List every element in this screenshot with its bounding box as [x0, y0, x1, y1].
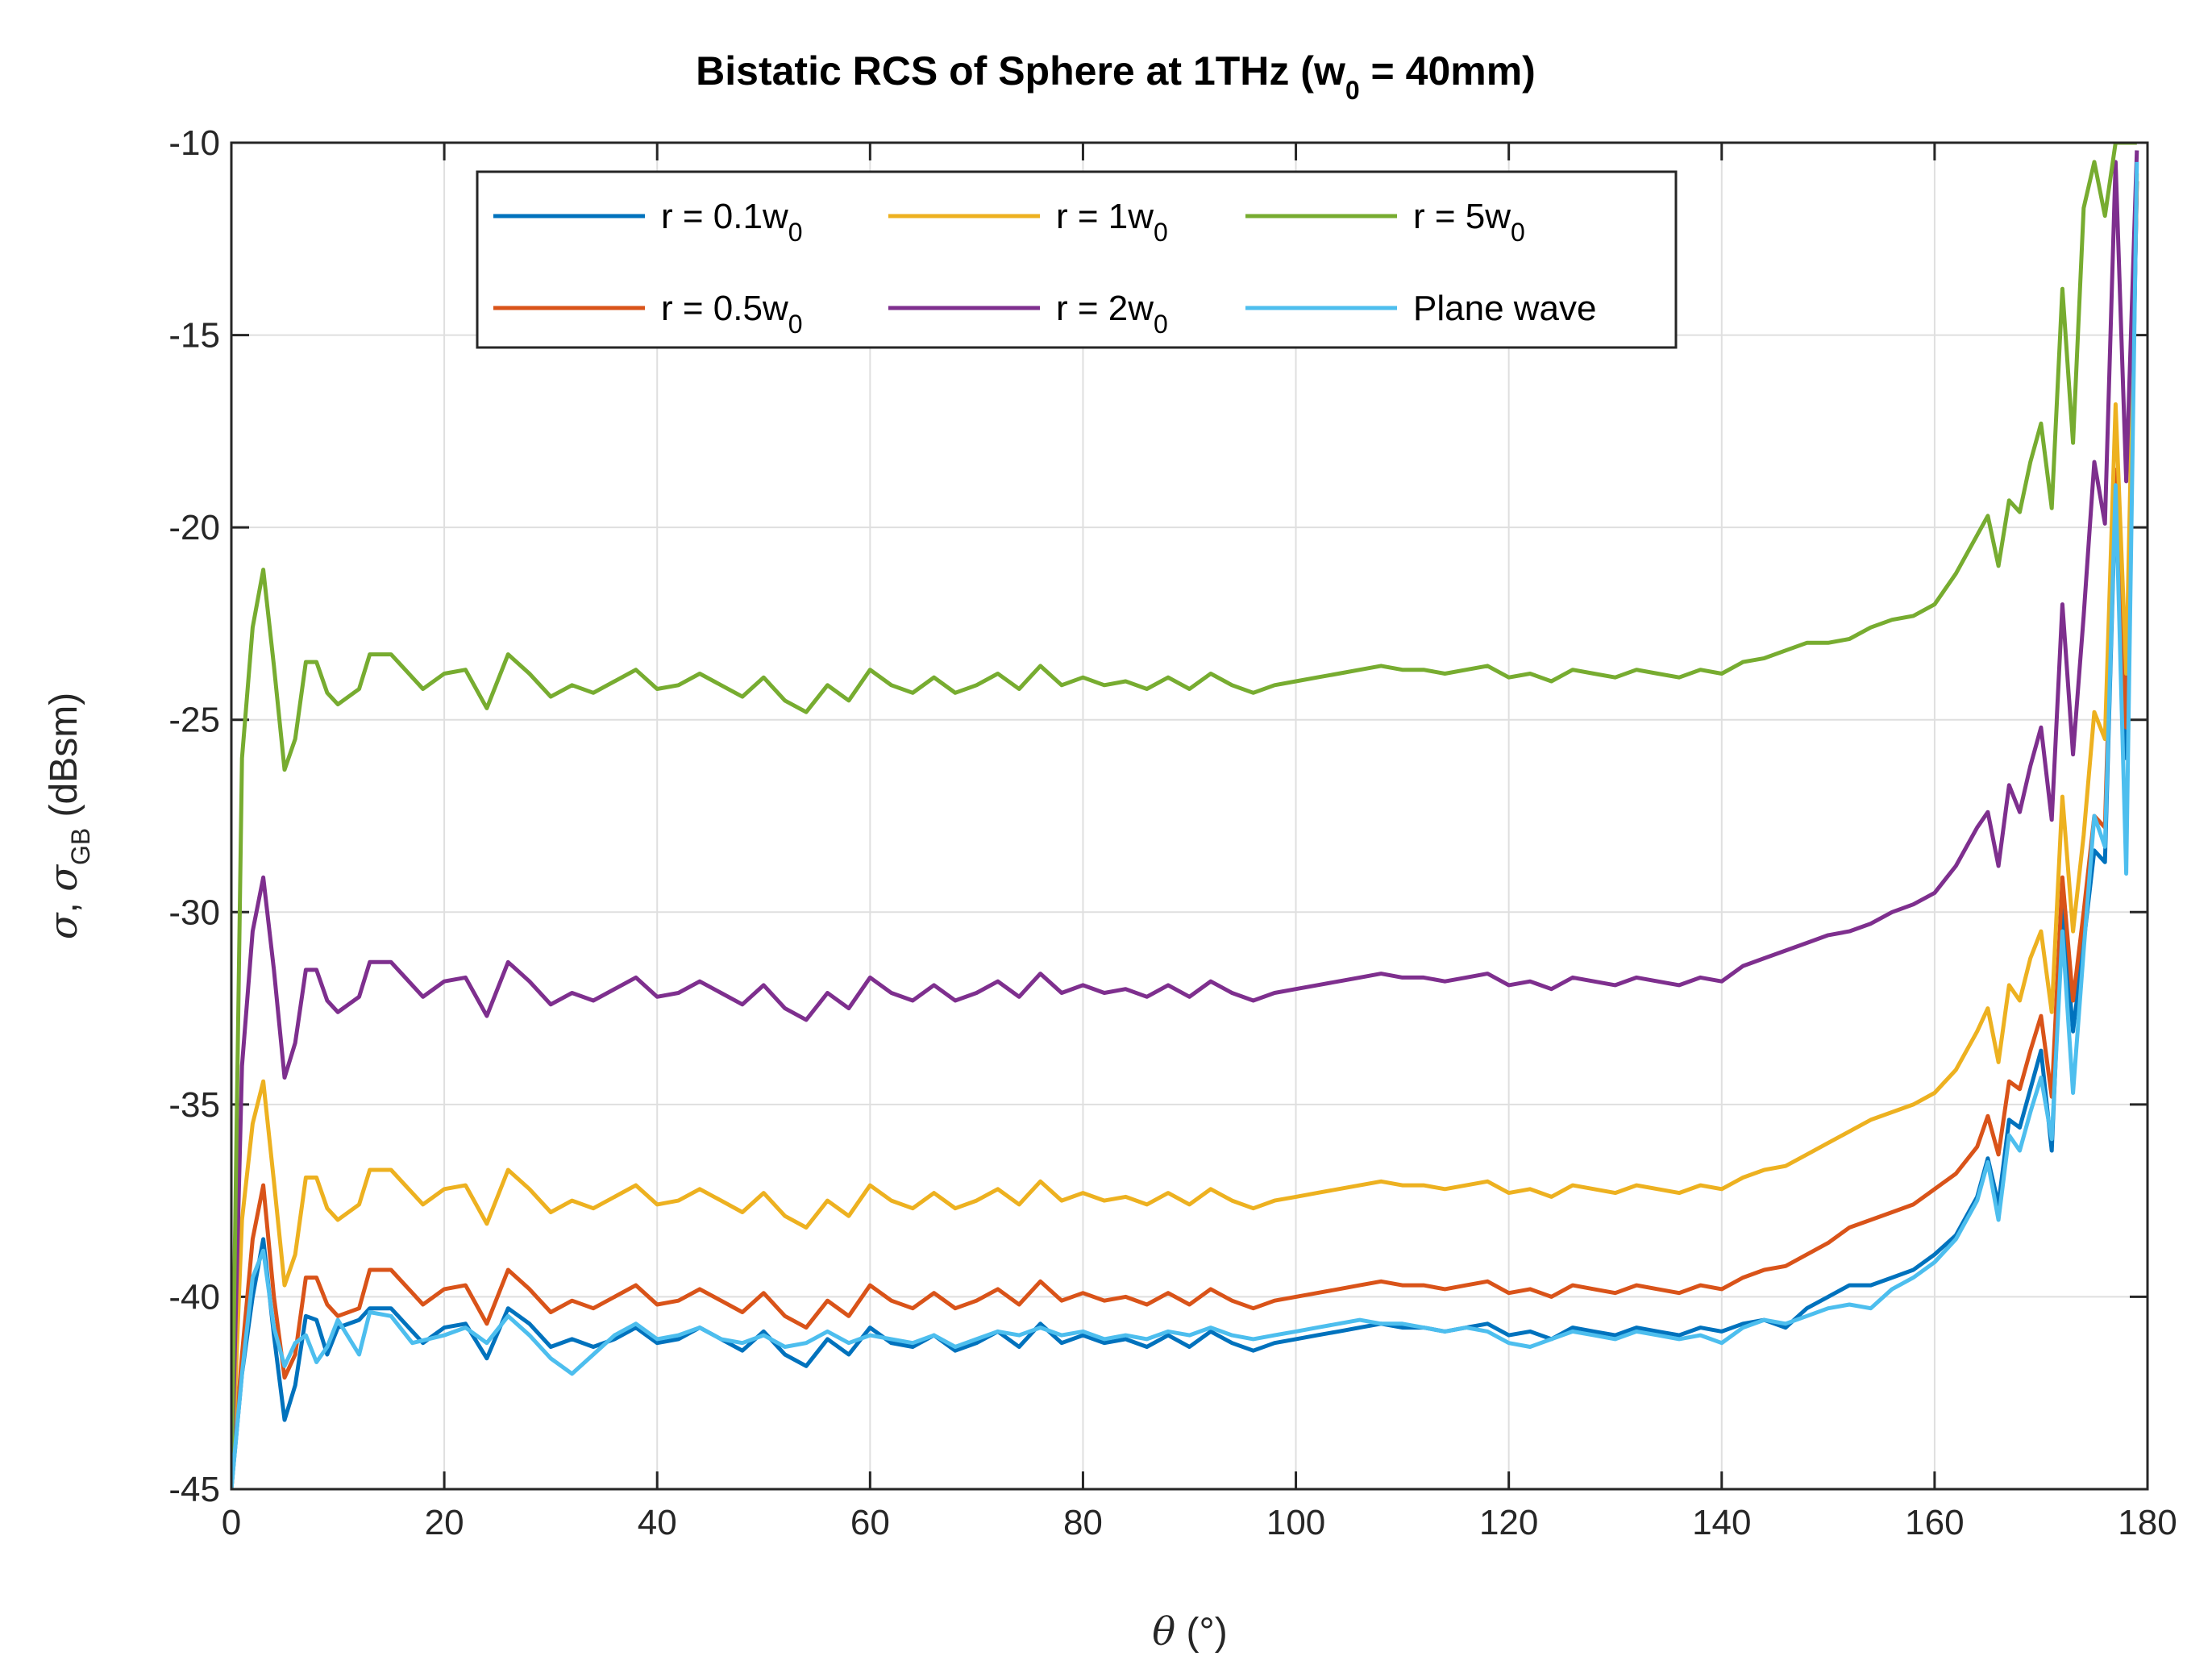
legend-label: r = 0.5w0	[661, 289, 803, 339]
x-tick-label: 160	[1905, 1503, 1964, 1542]
y-tick-label: -30	[168, 893, 220, 932]
y-tick-label: -45	[168, 1470, 220, 1509]
y-tick-label: -35	[168, 1085, 220, 1125]
legend-label: r = 2w0	[1056, 289, 1168, 339]
x-tick-label: 180	[2118, 1503, 2177, 1542]
series-line-4	[231, 150, 2139, 1489]
legend-box	[476, 170, 1678, 349]
series-lines	[231, 143, 2139, 1489]
x-tick-label: 20	[425, 1503, 464, 1542]
x-tick-label: 80	[1063, 1503, 1103, 1542]
series-line-1	[231, 181, 2139, 1489]
series-line-6	[231, 161, 2139, 1489]
y-tick-label: -40	[168, 1277, 220, 1317]
y-axis-label: σ, σGB (dBsm)	[41, 693, 95, 939]
x-tick-label: 140	[1692, 1503, 1751, 1542]
series-line-3	[231, 173, 2139, 1489]
x-tick-label: 60	[850, 1503, 890, 1542]
series-line-5	[231, 143, 2137, 1489]
y-tick-label: -25	[168, 701, 220, 740]
legend-label: r = 5w0	[1413, 197, 1525, 247]
axis-ticks: 0 20 40 60 80 100 120 140 160 180 -45 -40 -35 -30 -25 -…	[168, 123, 2177, 1542]
chart-title: Bistatic RCS of Sphere at 1THz (w0 = 40m…	[696, 48, 1536, 105]
y-tick-label: -10	[168, 123, 220, 163]
y-tick-label: -20	[168, 508, 220, 547]
x-tick-label: 100	[1266, 1503, 1325, 1542]
series-line-2	[231, 181, 2139, 1489]
x-tick-label: 40	[638, 1503, 677, 1542]
grid-lines	[231, 143, 2148, 1489]
legend: r = 0.1w0 r = 1w0 r = 5w0 r = 0.5w0 r = 2w0 P…	[476, 170, 1678, 349]
y-tick-label: -15	[168, 316, 220, 356]
x-tick-label: 0	[222, 1503, 241, 1542]
x-tick-label: 120	[1479, 1503, 1538, 1542]
x-axis-label: θ (°)	[1152, 1609, 1227, 1654]
legend-label: Plane wave	[1413, 289, 1596, 328]
axes-box-front	[230, 141, 2149, 1491]
legend-label: r = 1w0	[1056, 197, 1168, 247]
legend-label: r = 0.1w0	[661, 197, 803, 247]
